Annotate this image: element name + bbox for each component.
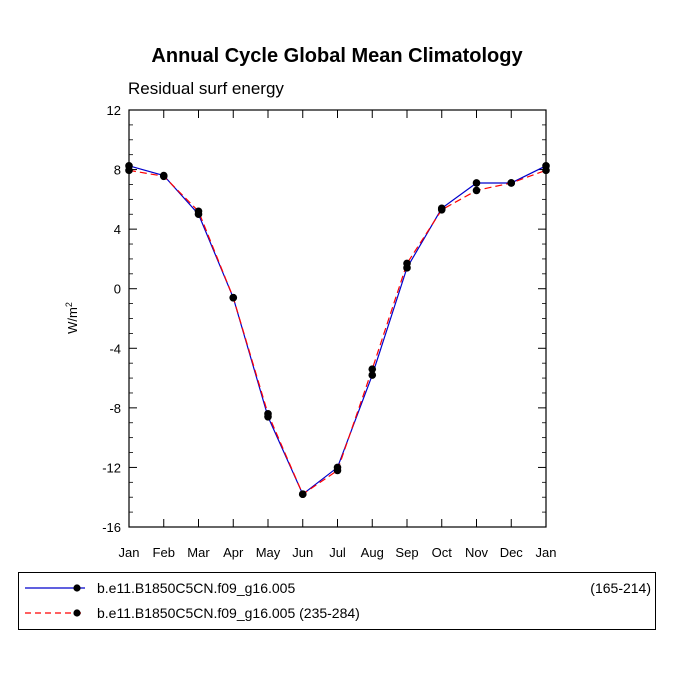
legend-label-1: b.e11.B1850C5CN.f09_g16.005 [97,580,296,596]
y-tick-label: 4 [114,222,121,237]
legend-entry-1: b.e11.B1850C5CN.f09_g16.005 (165-214) [19,577,655,599]
y-tick-label: 0 [114,282,121,297]
x-tick-label: Feb [153,545,175,560]
x-tick-label: Mar [187,545,210,560]
legend: b.e11.B1850C5CN.f09_g16.005 (165-214) b.… [18,572,656,630]
y-tick-label: 12 [107,103,121,118]
series-2-point-0 [125,166,133,175]
series-2-point-2 [194,207,203,216]
chart-subtitle: Residual surf energy [128,79,284,98]
series-1-point-7 [368,371,377,379]
x-tick-label: Nov [465,545,489,560]
x-tick-label: Apr [223,545,244,560]
x-tick-label: Jan [119,545,140,560]
x-tick-label: Aug [361,545,384,560]
y-tick-label: 8 [114,163,121,178]
legend-symbol-2 [25,609,85,617]
plot-axes: -16 -12 -8 -4 0 4 8 12 Jan Feb Mar Apr May Jun Jul Aug S… [102,103,556,560]
y-axis-label: W/m2 [64,302,80,334]
x-tick-label: Dec [500,545,524,560]
legend-symbol-1 [25,584,85,592]
series-layer [125,162,550,499]
series-2-point-6 [333,466,342,475]
series-2-point-7 [368,365,377,373]
y-tick-label: -12 [102,460,121,475]
x-tick-label: Oct [432,545,453,560]
legend-range-1: (165-214) [590,580,651,596]
y-tick-label: -4 [109,341,121,356]
legend-label-2: b.e11.B1850C5CN.f09_g16.005 (235-284) [97,605,360,621]
x-tick-label: Jun [292,545,313,560]
x-tick-label: Jan [536,545,557,560]
y-tick-label: -8 [109,401,121,416]
series-2-point-11 [507,179,516,187]
series-2-point-8 [403,259,411,268]
x-tick-label: May [256,545,281,560]
series-1-point-10 [472,179,481,187]
series-2-point-10 [472,186,481,195]
series-2-point-12 [542,166,550,175]
series-2-point-3 [229,293,238,302]
series-2-point-1 [159,172,168,181]
chart-title: Annual Cycle Global Mean Climatology [151,45,523,67]
series-2-point-4 [264,410,272,418]
series-2-point-5 [298,490,307,499]
series-2-point-9 [437,205,446,214]
series-line-1 [128,165,547,496]
y-tick-label: -16 [102,520,121,535]
x-tick-label: Jul [329,545,346,560]
series-line-2 [128,169,547,496]
legend-entry-2: b.e11.B1850C5CN.f09_g16.005 (235-284) [19,602,655,624]
x-tick-label: Sep [395,545,418,560]
